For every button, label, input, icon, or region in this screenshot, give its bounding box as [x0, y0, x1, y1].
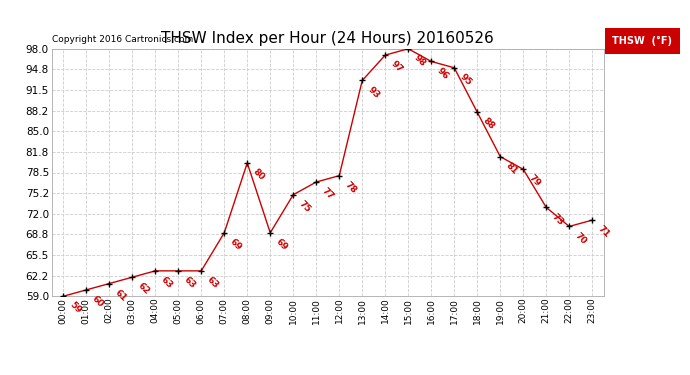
Text: 69: 69: [228, 237, 244, 252]
Text: 95: 95: [458, 72, 474, 87]
Text: 71: 71: [596, 224, 612, 240]
Text: 97: 97: [389, 59, 405, 75]
Text: 77: 77: [320, 186, 336, 202]
Text: 96: 96: [435, 66, 451, 81]
Text: Copyright 2016 Cartronics.com: Copyright 2016 Cartronics.com: [52, 35, 193, 44]
Text: 59: 59: [68, 300, 83, 316]
Text: 69: 69: [275, 237, 290, 252]
Text: 98: 98: [413, 53, 428, 68]
Text: 63: 63: [182, 275, 197, 290]
Text: 80: 80: [251, 167, 266, 182]
Text: 79: 79: [527, 174, 543, 189]
Text: 70: 70: [573, 231, 589, 246]
Text: THSW  (°F): THSW (°F): [613, 36, 672, 46]
Text: 88: 88: [482, 116, 497, 132]
Text: 63: 63: [159, 275, 175, 290]
Text: 75: 75: [297, 199, 313, 214]
Text: 93: 93: [366, 85, 382, 100]
Text: 60: 60: [90, 294, 106, 309]
Text: 81: 81: [504, 161, 520, 176]
Text: 63: 63: [206, 275, 221, 290]
Text: 61: 61: [113, 288, 128, 303]
Text: 62: 62: [137, 281, 152, 297]
Text: 73: 73: [551, 211, 566, 227]
Text: 78: 78: [344, 180, 359, 195]
Title: THSW Index per Hour (24 Hours) 20160526: THSW Index per Hour (24 Hours) 20160526: [161, 31, 494, 46]
